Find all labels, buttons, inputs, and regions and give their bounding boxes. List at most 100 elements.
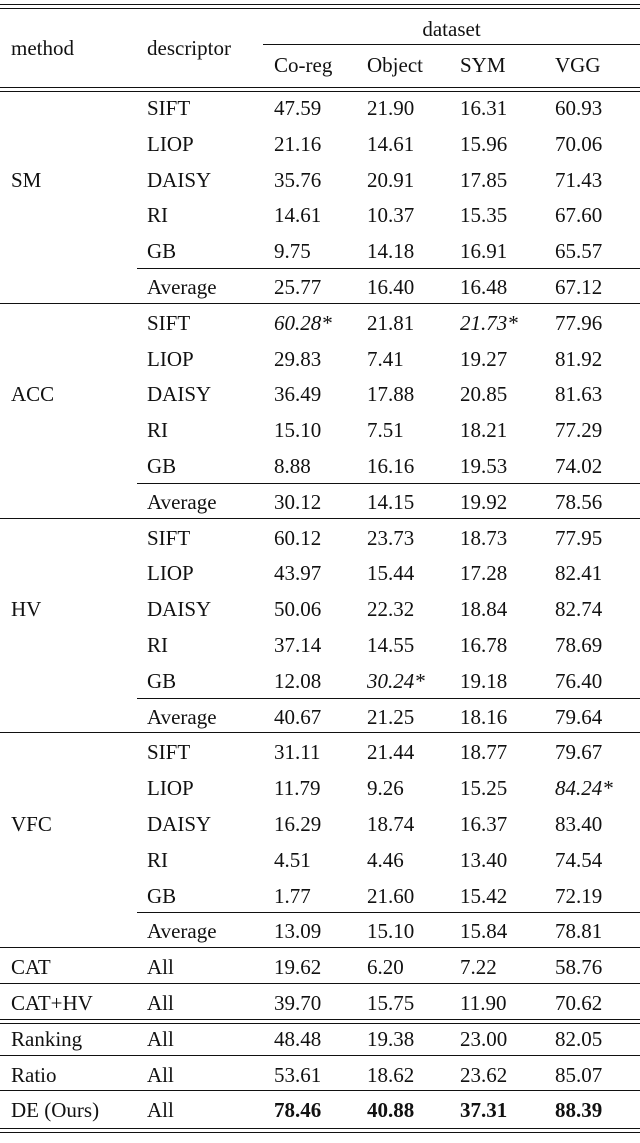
descriptor: All <box>147 955 174 980</box>
cell: 70.06 <box>555 131 603 156</box>
column-header: Co-reg <box>274 53 333 77</box>
cell: 12.08 <box>274 668 322 693</box>
rule <box>0 4 640 5</box>
cell: 77.29 <box>555 418 603 443</box>
cell: 18.73 <box>460 525 508 550</box>
cell: 19.18 <box>460 668 508 693</box>
cell: 19.27 <box>460 346 508 371</box>
descriptor: RI <box>147 203 168 228</box>
cell: 23.73 <box>367 525 415 550</box>
descriptor: GB <box>147 883 177 908</box>
rule <box>0 1090 640 1092</box>
cell: 83.40 <box>555 811 603 836</box>
rule <box>0 302 640 304</box>
cell: 78.69 <box>555 632 603 657</box>
cell: 16.29 <box>274 811 322 836</box>
cell: 30.12 <box>274 489 322 514</box>
cell: 17.85 <box>460 167 508 192</box>
cell: 88.39 <box>555 1098 603 1123</box>
cell: 21.81 <box>367 310 415 335</box>
descriptor: LIOP <box>147 346 194 371</box>
descriptor: RI <box>147 847 168 872</box>
cell: 19.62 <box>274 955 322 980</box>
cell: 18.21 <box>460 418 508 443</box>
cell: 15.44 <box>367 561 415 586</box>
rule <box>0 87 640 88</box>
cell: 15.10 <box>367 919 415 944</box>
descriptor: RI <box>147 418 168 443</box>
cell: 7.22 <box>460 955 497 980</box>
cell: 22.32 <box>367 597 415 622</box>
rule <box>0 1018 640 1020</box>
descriptor: GB <box>147 239 177 264</box>
cell: 16.16 <box>367 453 415 478</box>
descriptor: GB <box>147 668 177 693</box>
cell: 15.42 <box>460 883 508 908</box>
method: ACC <box>11 382 55 407</box>
rule <box>137 268 640 269</box>
descriptor: Average <box>147 704 217 729</box>
descriptor: LIOP <box>147 776 194 801</box>
cell: 35.76 <box>274 167 322 192</box>
column-header: SYM <box>460 53 506 77</box>
cell: 53.61 <box>274 1062 322 1087</box>
cell: 15.35 <box>460 203 508 228</box>
cell: 31.11 <box>274 740 321 765</box>
cell: 18.74 <box>367 811 415 836</box>
descriptor: SIFT <box>147 310 191 335</box>
descriptor: All <box>147 1062 174 1087</box>
method: CAT+HV <box>11 990 93 1015</box>
rule <box>0 1054 640 1056</box>
cell: 82.41 <box>555 561 603 586</box>
cell: 21.16 <box>274 131 322 156</box>
cell: 82.74 <box>555 597 603 622</box>
cell: 16.40 <box>367 274 415 299</box>
cell: 72.19 <box>555 883 603 908</box>
cell: 37.14 <box>274 632 322 657</box>
cell: 19.92 <box>460 489 508 514</box>
cell: 50.06 <box>274 597 322 622</box>
descriptor: DAISY <box>147 382 212 407</box>
cell: 82.05 <box>555 1026 603 1051</box>
rule <box>0 1128 640 1130</box>
cell: 21.73* <box>460 310 518 335</box>
cell: 65.57 <box>555 239 603 264</box>
cell: 8.88 <box>274 453 311 478</box>
cell: 9.26 <box>367 776 404 801</box>
descriptor: All <box>147 1098 174 1123</box>
cell: 74.02 <box>555 453 603 478</box>
cell: 74.54 <box>555 847 603 872</box>
descriptor: DAISY <box>147 597 212 622</box>
cell: 18.62 <box>367 1062 415 1087</box>
cell: 25.77 <box>274 274 322 299</box>
descriptor: Average <box>147 489 217 514</box>
cell: 21.60 <box>367 883 415 908</box>
cell: 30.24* <box>367 668 425 693</box>
rule <box>137 912 640 914</box>
method: DE (Ours) <box>11 1098 100 1123</box>
rule <box>0 1022 640 1024</box>
cell: 19.38 <box>367 1026 415 1051</box>
cell: 14.55 <box>367 632 415 657</box>
cell: 48.48 <box>274 1026 322 1051</box>
cell: 81.63 <box>555 382 603 407</box>
rule <box>0 983 640 984</box>
cell: 77.95 <box>555 525 603 550</box>
column-header: Object <box>367 53 423 77</box>
cell: 76.40 <box>555 668 603 693</box>
cell: 85.07 <box>555 1062 603 1087</box>
descriptor: LIOP <box>147 561 194 586</box>
cell: 16.48 <box>460 274 508 299</box>
cell: 60.28* <box>274 310 332 335</box>
rule <box>0 947 640 949</box>
cell: 17.28 <box>460 561 508 586</box>
cell: 4.51 <box>274 847 311 872</box>
method: CAT <box>11 955 51 980</box>
rule <box>0 732 640 734</box>
cell: 71.43 <box>555 167 603 192</box>
cell: 29.83 <box>274 346 322 371</box>
header-method: method <box>11 36 74 60</box>
rule <box>137 482 640 484</box>
rule <box>263 44 640 45</box>
